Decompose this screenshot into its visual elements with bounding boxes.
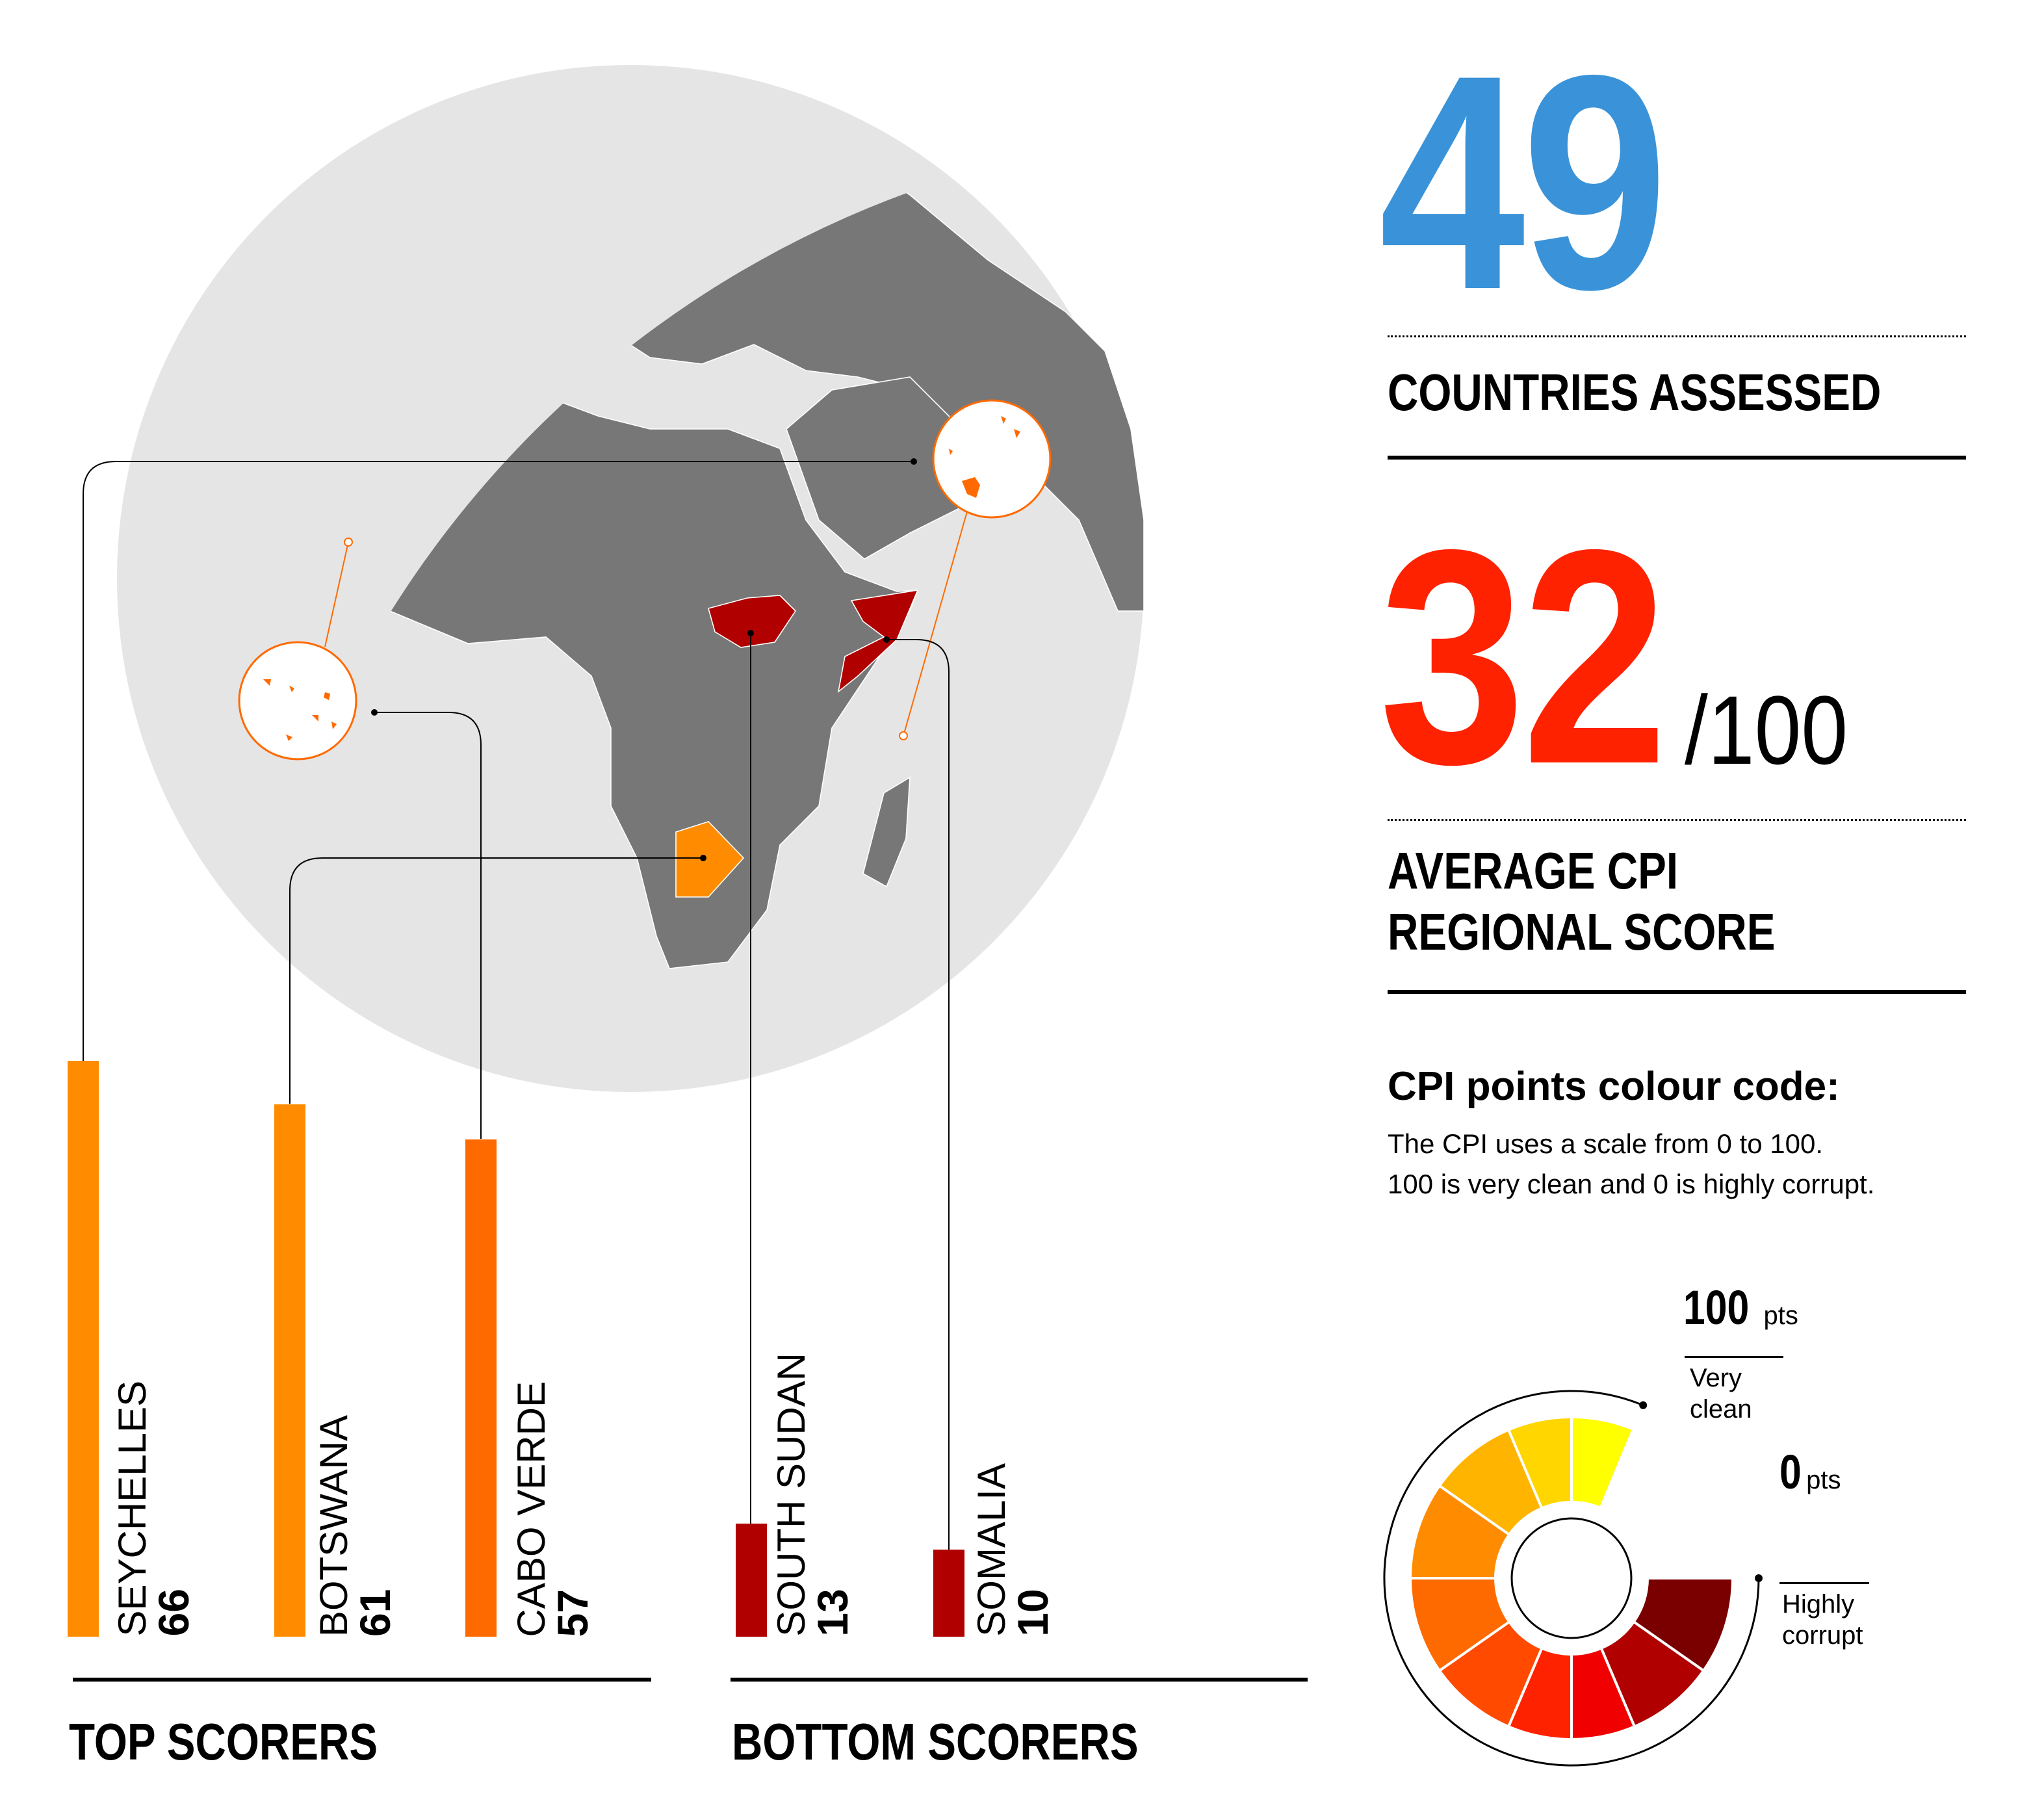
country-score: 66: [149, 1589, 198, 1637]
country-somalia: [837, 589, 919, 693]
connector-lines: [83, 461, 950, 1550]
country-score: 13: [809, 1589, 857, 1637]
legend-bottom-unit: pts: [1806, 1466, 1841, 1494]
countries-assessed-value: 49: [1379, 12, 1668, 353]
legend-top-rule: [1685, 1356, 1783, 1358]
bar-label-somalia: SOMALIA 10: [970, 1463, 1057, 1637]
bar-south-sudan: [736, 1523, 767, 1637]
average-score-label-2: REGIONAL SCORE: [1388, 903, 1776, 961]
bar-somalia: [933, 1549, 964, 1637]
bar-label-botswana: BOTSWANA 61: [312, 1414, 399, 1637]
solid-divider: [1388, 456, 1966, 460]
top-scorers-divider: [73, 1678, 651, 1682]
legend-bottom-rule: [1779, 1582, 1869, 1584]
legend-top-value: 100: [1683, 1280, 1750, 1334]
legend-desc-2: 100 is very clean and 0 is highly corrup…: [1388, 1169, 1875, 1199]
country-name: BOTSWANA: [312, 1414, 356, 1637]
bar-label-cabo-verde: CABO VERDE 57: [510, 1381, 597, 1637]
dotted-divider: [1388, 335, 1966, 337]
country-score: 61: [351, 1589, 399, 1637]
legend-bottom-desc-1: Highly: [1782, 1590, 1855, 1618]
country-name: SEYCHELLES: [110, 1381, 154, 1637]
legend-top-desc-1: Very: [1690, 1364, 1742, 1392]
country-name: CABO VERDE: [510, 1381, 553, 1637]
madagascar: [862, 776, 911, 888]
country-score: 10: [1009, 1589, 1057, 1637]
average-score-label-1: AVERAGE CPI: [1388, 842, 1679, 900]
bottom-scorers-heading: BOTTOM SCORERS: [732, 1713, 1139, 1771]
africa-continent: [383, 387, 919, 969]
country-name: SOMALIA: [970, 1463, 1013, 1637]
seychelles-inset: [899, 399, 1052, 740]
countries-assessed-label: COUNTRIES ASSESSED: [1388, 363, 1882, 421]
connector-cabo-verde: [374, 712, 482, 1139]
bar-label-seychelles: SEYCHELLES 66: [110, 1381, 198, 1637]
country-botswana: [675, 821, 745, 898]
legend-bottom-desc-2: corrupt: [1782, 1621, 1863, 1650]
bar-seychelles: [68, 1061, 99, 1637]
dotted-divider: [1388, 819, 1966, 821]
legend-bottom-desc: Highly corrupt: [1782, 1589, 1863, 1651]
country-score: 57: [549, 1589, 597, 1637]
top-scorers-heading: TOP SCORERS: [69, 1713, 378, 1771]
legend-bottom-value: 0: [1779, 1445, 1802, 1499]
cabo-verde-inset: [238, 538, 357, 760]
average-score-value: 32: [1379, 486, 1668, 827]
bar-botswana: [274, 1104, 305, 1637]
solid-divider: [1388, 990, 1966, 994]
bar-label-south-sudan: SOUTH SUDAN 13: [770, 1353, 857, 1637]
connector-somalia: [886, 639, 950, 1550]
average-score-suffix: /100: [1685, 675, 1848, 785]
legend-top-desc: Very clean: [1690, 1331, 1752, 1425]
legend-title: CPI points colour code:: [1388, 1064, 1840, 1109]
bar-cabo-verde: [465, 1139, 497, 1637]
connector-botswana: [289, 857, 703, 1104]
legend-top-desc-2: clean: [1690, 1395, 1752, 1424]
country-name: SOUTH SUDAN: [770, 1353, 813, 1637]
connector-seychelles: [83, 461, 914, 1061]
legend-desc-1: The CPI uses a scale from 0 to 100.: [1388, 1128, 1823, 1159]
country-south-sudan: [708, 595, 797, 648]
legend-top-marker: 100 pts: [1683, 1284, 1798, 1332]
legend-top-unit: pts: [1763, 1301, 1798, 1330]
bottom-scorers-divider: [731, 1678, 1308, 1682]
legend-bottom-marker: 0 pts: [1779, 1448, 1841, 1496]
